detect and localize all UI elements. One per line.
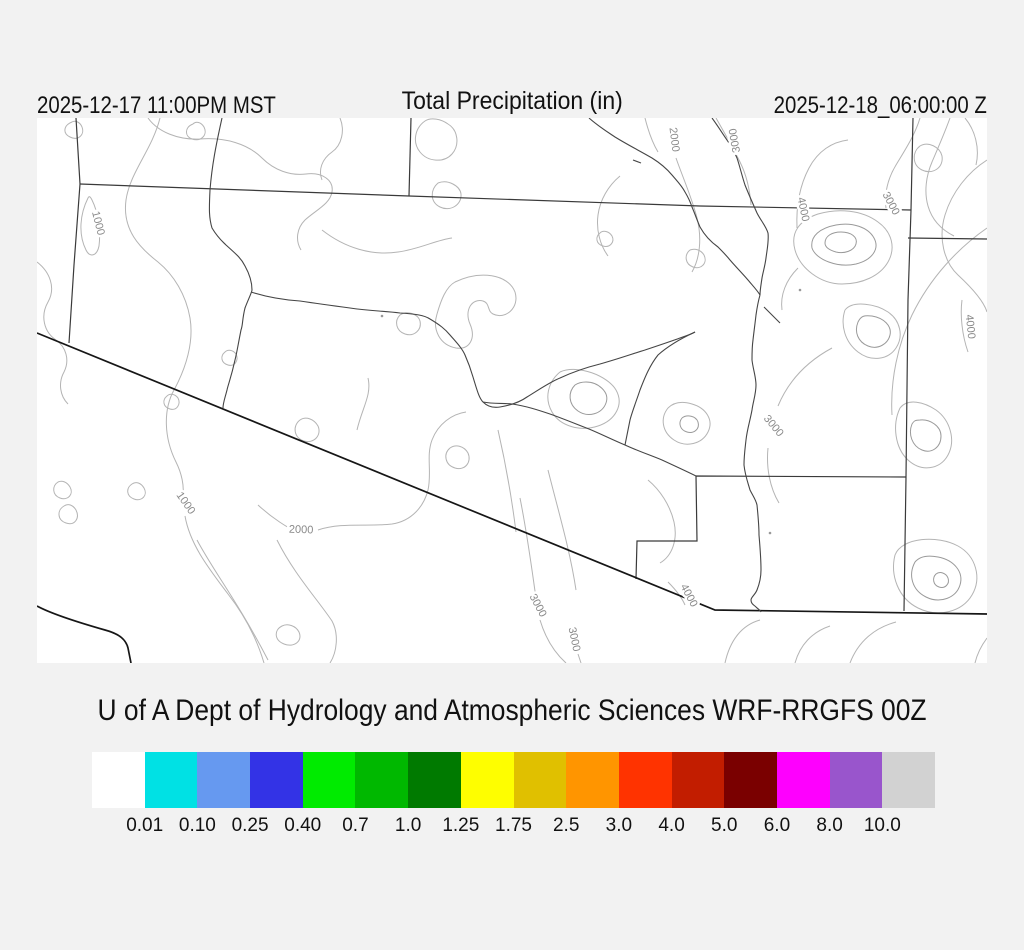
contour-label: 4000 (963, 314, 977, 340)
plot-title: Total Precipitation (in) (0, 87, 1024, 116)
colorbar-segment-6 (408, 752, 461, 808)
north-horizontal-border (79, 183, 912, 211)
colorbar-segment-8 (513, 752, 567, 808)
east-horizontal-border (907, 237, 987, 240)
colorbar-segment-12 (724, 752, 777, 808)
west-vertical-border (68, 118, 81, 344)
colorbar-tick-label: 0.10 (178, 815, 216, 836)
colorbar-tick-label: 5.0 (711, 815, 738, 836)
river-northeast-a (588, 118, 761, 296)
colorbar-segment-10 (618, 752, 672, 808)
colorbar-segment-3 (250, 752, 303, 808)
valid-timestamp-text: 2025-12-18_06:00:00 Z (773, 92, 987, 119)
small-dash (632, 159, 642, 164)
east-vertical-border (903, 118, 914, 612)
colorbar-segment-0 (92, 752, 145, 808)
state-border-lines (68, 118, 987, 612)
colorbar-tick-label: 0.01 (126, 815, 164, 836)
colorbar-segment-5 (355, 752, 409, 808)
colorbar-tick-label: 2.5 (552, 815, 580, 836)
colorbar-tick-label: 0.40 (284, 815, 322, 836)
river-lines (208, 118, 781, 613)
colorbar-tick-label: 3.0 (605, 815, 633, 836)
init-timestamp-text: 2025-12-17 11:00PM MST (37, 92, 276, 119)
colorbar-segment-13 (776, 752, 830, 808)
staircase-border (635, 475, 907, 580)
top-vertical-border (408, 118, 412, 197)
source-caption: U of A Dept of Hydrology and Atmospheric… (0, 696, 1024, 726)
river-dash (763, 306, 781, 324)
colorbar-segment-11 (671, 752, 725, 808)
colorbar-tick-label: 0.25 (231, 815, 269, 836)
colorbar-segment-15 (882, 752, 935, 808)
river-south (743, 294, 762, 613)
init-timestamp: 2025-12-17 11:00PM MST (37, 92, 318, 120)
mexico-border-lines (37, 332, 987, 663)
coastline (37, 605, 132, 663)
colorbar-segment-14 (829, 752, 883, 808)
colorbar-tick-label: 10.0 (863, 815, 901, 836)
river-northeast-b (711, 118, 769, 296)
colorbar-tick-label: 8.0 (816, 815, 843, 836)
colorbar-tick-label: 1.75 (495, 815, 532, 836)
colorbar-segment-4 (302, 752, 356, 808)
colorbar-segment-9 (566, 752, 619, 808)
colorbar (92, 752, 935, 808)
contour-label: 2000 (667, 127, 682, 153)
colorbar-tick-label: 1.0 (394, 815, 422, 836)
colorbar-segment-7 (460, 752, 514, 808)
river-mid (250, 291, 696, 408)
valid-timestamp: 2025-12-18_06:00:00 Z (736, 92, 987, 120)
colorbar-tick-label: 4.0 (658, 815, 685, 836)
colorbar-tick-label: 0.7 (342, 815, 369, 836)
river-west (208, 118, 253, 409)
colorbar-tick-label: 1.25 (442, 815, 480, 836)
plot-title-text: Total Precipitation (in) (401, 87, 623, 115)
source-caption-text: U of A Dept of Hydrology and Atmospheric… (97, 694, 927, 727)
river-southeast (482, 401, 697, 477)
mexico-border (37, 332, 987, 615)
colorbar-tick-label: 6.0 (763, 815, 791, 836)
colorbar-segment-1 (144, 752, 198, 808)
colorbar-segment-2 (197, 752, 251, 808)
terrain-contour-lines (37, 118, 987, 663)
river-branch (624, 331, 696, 446)
contour-label: 2000 (289, 524, 314, 537)
colorbar-tick-labels: 0.01 0.10 0.25 0.40 0.7 1.0 1.25 1.75 2.5 3.0 4.0 5… (0, 815, 1024, 839)
